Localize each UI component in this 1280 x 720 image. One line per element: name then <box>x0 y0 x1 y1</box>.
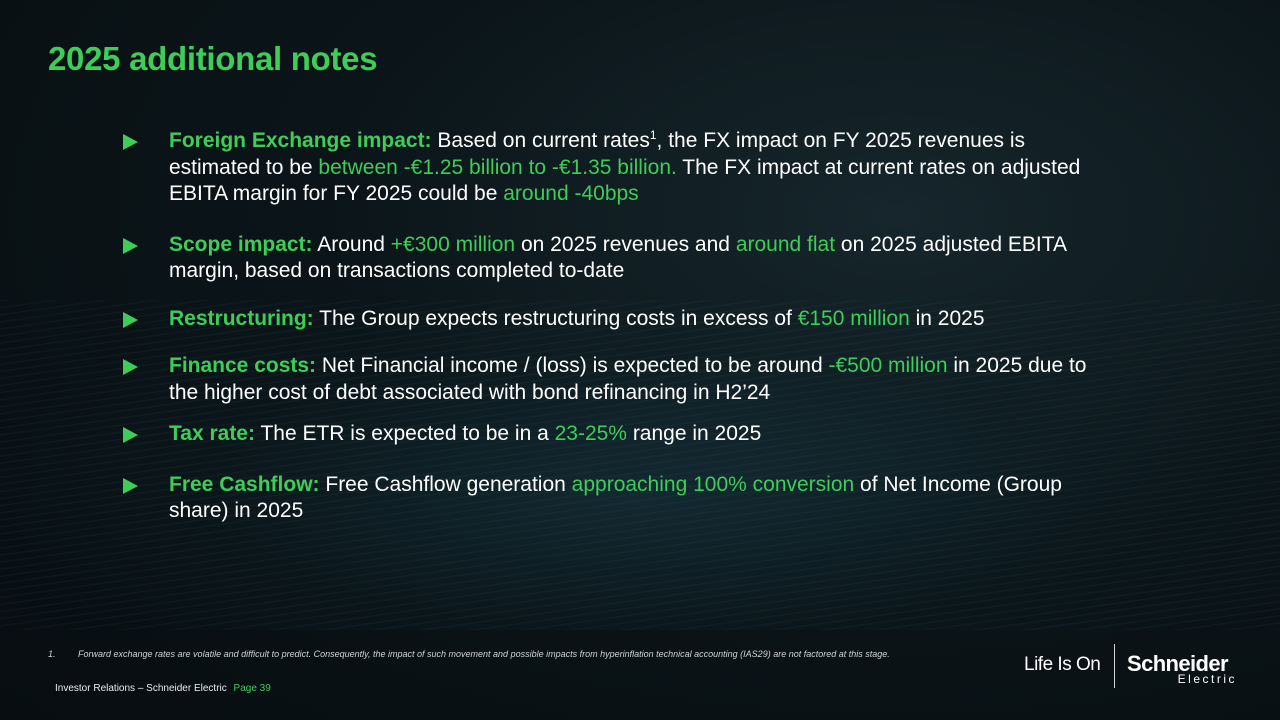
bullet-text: Free Cashflow generation <box>319 472 572 496</box>
page-number: Page 39 <box>233 683 271 694</box>
bullet-text: in 2025 due to the higher cost of debt a… <box>169 354 1087 404</box>
bullet-text: on 2025 revenues and <box>515 232 736 256</box>
logo-wordmark: Schneider <box>1127 651 1229 676</box>
footnote-number: 1. <box>48 649 56 659</box>
bullet-highlight: -€500 million <box>828 354 948 377</box>
logo-subtitle: Electric <box>1177 672 1237 686</box>
bullet-free-cashflow: Free Cashflow: Free Cashflow generation … <box>120 472 1120 525</box>
bullet-text: The ETR is expected to be in a <box>254 422 555 445</box>
bullet-label: Finance costs: <box>169 354 317 377</box>
bullet-label: Tax rate: <box>169 422 255 445</box>
bullet-scope-impact: Scope impact: Around +€300 million on 20… <box>120 232 1120 285</box>
triangle-right-icon <box>123 359 138 375</box>
bullet-label: Restructuring: <box>169 306 314 330</box>
bullet-highlight: approaching 100% conversion <box>571 472 855 496</box>
bullet-text: The Group expects restructuring costs in… <box>313 306 798 330</box>
bullet-highlight: around -40bps <box>503 182 639 205</box>
logo-divider <box>1114 644 1115 688</box>
bullet-text: range in 2025 <box>626 422 762 445</box>
footnote: 1. Forward exchange rates are volatile a… <box>48 648 948 660</box>
bullet-fx-impact: Foreign Exchange impact: Based on curren… <box>120 128 1120 208</box>
bullet-text: on 2025 adjusted EBITA margin, based on … <box>169 232 1066 283</box>
triangle-right-icon <box>123 237 138 254</box>
bullet-label: Scope impact: <box>169 232 313 256</box>
bullet-highlight: between -€1.25 billion to -€1.35 billion… <box>318 155 677 179</box>
schneider-electric-logo: Schneider Electric <box>1127 652 1239 688</box>
triangle-right-icon <box>123 477 138 494</box>
triangle-right-icon <box>123 134 138 150</box>
slide-title: 2025 additional notes <box>48 40 378 77</box>
footer-source: Investor Relations – Schneider Electric <box>55 683 227 694</box>
bullet-text: Based on current rates <box>431 129 650 152</box>
bullet-text: Net Financial income / (loss) is expecte… <box>316 354 829 377</box>
footnote-text: Forward exchange rates are volatile and … <box>78 649 890 659</box>
bullet-label: Free Cashflow: <box>169 472 320 496</box>
bullet-label: Foreign Exchange impact: <box>169 129 432 152</box>
bullet-text: Around <box>312 232 391 256</box>
bullet-finance-costs: Finance costs: Net Financial income / (l… <box>120 353 1120 406</box>
bullet-highlight: €150 million <box>797 306 910 330</box>
bullet-tax-rate: Tax rate: The ETR is expected to be in a… <box>120 421 1120 448</box>
notes-list: Foreign Exchange impact: Based on curren… <box>120 128 1120 525</box>
bullet-restructuring: Restructuring: The Group expects restruc… <box>120 306 1120 333</box>
bullet-highlight: +€300 million <box>390 232 516 256</box>
bullet-text: The FX impact at current rates on adjust… <box>169 155 1081 206</box>
triangle-right-icon <box>123 311 138 328</box>
triangle-right-icon <box>123 427 138 443</box>
bullet-text: , the FX impact on FY 2025 revenues is e… <box>169 129 1026 179</box>
life-is-on-tagline: Life Is On <box>1024 654 1101 675</box>
bullet-text: in 2025 <box>909 306 985 330</box>
footnote-ref: 1 <box>649 128 657 142</box>
bullet-highlight: around flat <box>735 232 836 256</box>
footer: Investor Relations – Schneider Electric … <box>55 683 271 694</box>
bullet-highlight: 23-25% <box>554 422 627 445</box>
bullet-text: of Net Income (Group share) in 2025 <box>169 472 1062 523</box>
